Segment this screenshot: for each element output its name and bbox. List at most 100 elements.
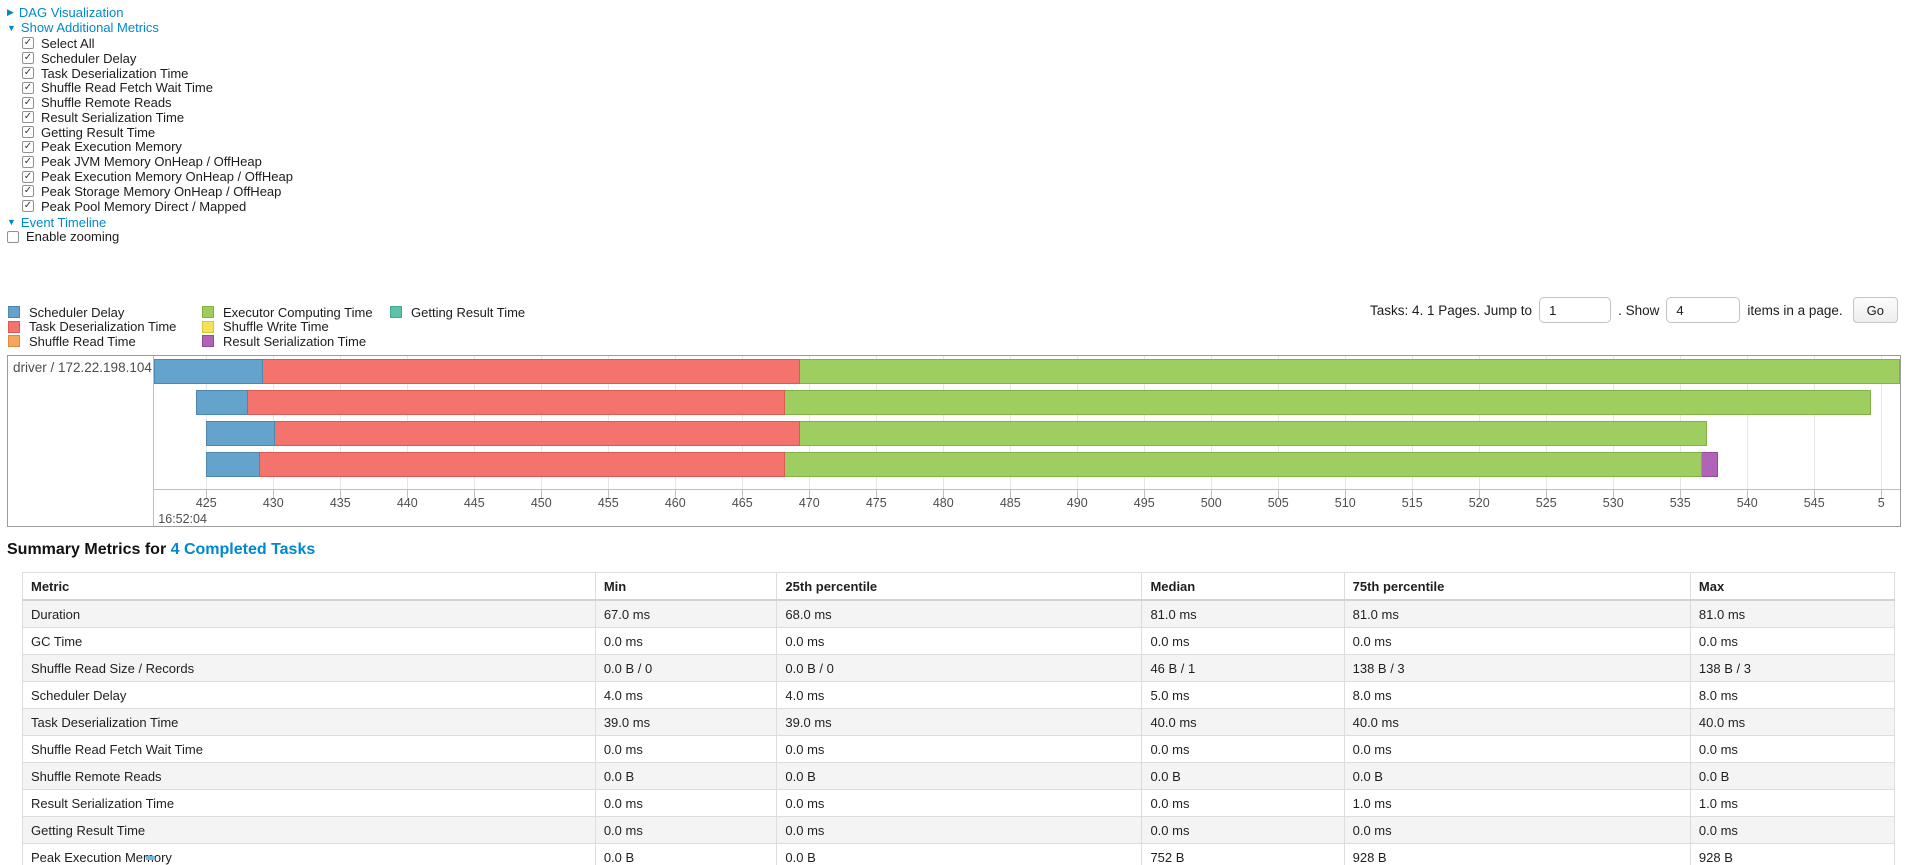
metric-checkbox-item[interactable]: Scheduler Delay [7,51,293,66]
jump-to-page-input[interactable] [1539,297,1612,323]
segment-executor-computing[interactable] [785,452,1702,477]
enable-zooming-row[interactable]: Enable zooming [7,229,293,244]
table-row: Shuffle Remote Reads 0.0 B 0.0 B 0.0 B 0.0 B… [22,762,1896,790]
axis-tick-mark [1077,490,1079,498]
segment-result-serialization[interactable] [1701,452,1718,477]
segment-executor-computing[interactable] [799,421,1708,446]
segment-task-deserialization[interactable] [247,390,786,415]
go-button[interactable]: Go [1852,297,1898,323]
segment-task-deserialization[interactable] [259,452,786,477]
axis-tick-mark [943,490,945,498]
enable-zooming-checkbox[interactable] [7,230,19,243]
metric-value-cell: 0.0 B / 0 [594,654,778,682]
table-row: Result Serialization Time 0.0 ms 0.0 ms 0.0… [22,789,1896,817]
metric-value-cell: 138 B / 3 [1689,654,1896,682]
metric-checkbox-item[interactable]: Getting Result Time [7,125,293,140]
axis-tick-label: 485 [999,496,1021,510]
checkbox[interactable] [22,170,34,183]
checkbox[interactable] [22,66,34,79]
checkbox[interactable] [22,96,34,109]
checkbox-label: Shuffle Read Fetch Wait Time [41,80,213,96]
segment-scheduler-delay[interactable] [206,452,260,477]
segment-scheduler-delay[interactable] [195,390,248,415]
metric-value-cell: 8.0 ms [1343,681,1691,709]
legend-item: Result Serialization Time [202,334,373,349]
metric-checkbox-item[interactable]: Peak Execution Memory [7,139,293,154]
checkbox[interactable] [22,126,34,139]
gridline [1814,356,1816,489]
metric-checkbox-item[interactable]: Select All [7,36,293,51]
metric-checkbox-item[interactable]: Peak Storage Memory OnHeap / OffHeap [7,184,293,199]
metric-checkbox-item[interactable]: Result Serialization Time [7,110,293,125]
axis-tick-label: 450 [530,496,552,510]
checkbox-label: Scheduler Delay [41,50,137,66]
checkbox[interactable] [22,52,34,65]
completed-tasks-link[interactable]: 4 Completed Tasks [170,541,316,558]
column-header[interactable]: 75th percentile [1343,572,1691,601]
axis-tick-label: 525 [1535,496,1557,510]
checkbox[interactable] [22,140,34,153]
table-row: GC Time 0.0 ms 0.0 ms 0.0 ms 0.0 ms 0.0 ms [22,627,1896,655]
segment-scheduler-delay[interactable] [206,421,275,446]
metric-checkbox-item[interactable]: Peak Execution Memory OnHeap / OffHeap [7,169,293,184]
metric-checkbox-item[interactable]: Task Deserialization Time [7,66,293,81]
checkbox[interactable] [22,37,34,50]
table-header-row: Metric Min 25th percentile Median 75th perce… [22,572,1896,601]
segment-task-deserialization[interactable] [274,421,800,446]
page-size-input[interactable] [1666,297,1741,323]
metric-checkbox-item[interactable]: Shuffle Read Fetch Wait Time [7,80,293,95]
checkbox[interactable] [22,111,34,124]
event-timeline-toggle[interactable]: ▼ Event Timeline [7,215,293,230]
legend-item: Shuffle Read Time [8,334,176,349]
show-additional-metrics-toggle[interactable]: ▼ Show Additional Metrics [7,20,293,35]
column-header[interactable]: Metric [22,572,596,601]
stage-controls: ▶ DAG Visualization ▼ Show Additional Me… [7,5,293,244]
axis-tick-mark [273,490,275,498]
segment-task-deserialization[interactable] [262,359,800,384]
task-bar [154,390,1900,415]
legend-swatch [390,306,402,319]
metric-checkbox-item[interactable]: Shuffle Remote Reads [7,95,293,110]
axis-tick-mark [1680,490,1682,498]
dag-visualization-toggle[interactable]: ▶ DAG Visualization [7,5,293,20]
legend-swatch [202,320,214,333]
axis-tick-mark [340,490,342,498]
axis-tick-mark [608,490,610,498]
legend-item: Getting Result Time [390,305,525,320]
checkbox-label: Result Serialization Time [41,109,185,125]
segment-scheduler-delay[interactable] [154,359,263,384]
metric-value-cell: 5.0 ms [1141,681,1345,709]
column-header[interactable]: Min [594,572,778,601]
segment-executor-computing[interactable] [785,390,1871,415]
checkbox[interactable] [22,200,34,213]
checkbox[interactable] [22,81,34,94]
axis-tick-mark [1345,490,1347,498]
metric-checkbox-item[interactable]: Peak JVM Memory OnHeap / OffHeap [7,154,293,169]
legend-column: Getting Result Time [390,305,525,320]
column-header[interactable]: 25th percentile [776,572,1143,601]
axis-tick-mark [1613,490,1615,498]
axis-tick-mark [1546,490,1548,498]
axis-tick-label: 430 [262,496,284,510]
checkbox-label: Peak Pool Memory Direct / Mapped [41,198,247,214]
metric-value-cell: 0.0 ms [1343,735,1691,763]
checkbox[interactable] [22,185,34,198]
metric-value-cell: 0.0 B [1141,762,1345,790]
axis-tick-mark [474,490,476,498]
segment-executor-computing[interactable] [799,359,1900,384]
checkbox-label: Getting Result Time [41,124,156,140]
metric-value-cell: 928 B [1689,843,1896,865]
column-header[interactable]: Max [1689,572,1896,601]
metric-value-cell: 0.0 ms [1343,816,1691,844]
dag-visualization-label: DAG Visualization [18,5,124,20]
table-row: Getting Result Time 0.0 ms 0.0 ms 0.0 ms 0.0… [22,816,1896,844]
column-header[interactable]: Median [1141,572,1345,601]
metric-value-cell: 0.0 ms [1141,735,1345,763]
event-timeline-chart: driver / 172.22.198.104 425 430 435 440 445 4… [7,355,1901,527]
axis-tick-label: 505 [1267,496,1289,510]
task-bar [154,452,1900,477]
checkbox[interactable] [22,155,34,168]
task-bar [154,359,1900,384]
metric-name-cell: Result Serialization Time [22,789,596,817]
metric-checkbox-item[interactable]: Peak Pool Memory Direct / Mapped [7,199,293,214]
